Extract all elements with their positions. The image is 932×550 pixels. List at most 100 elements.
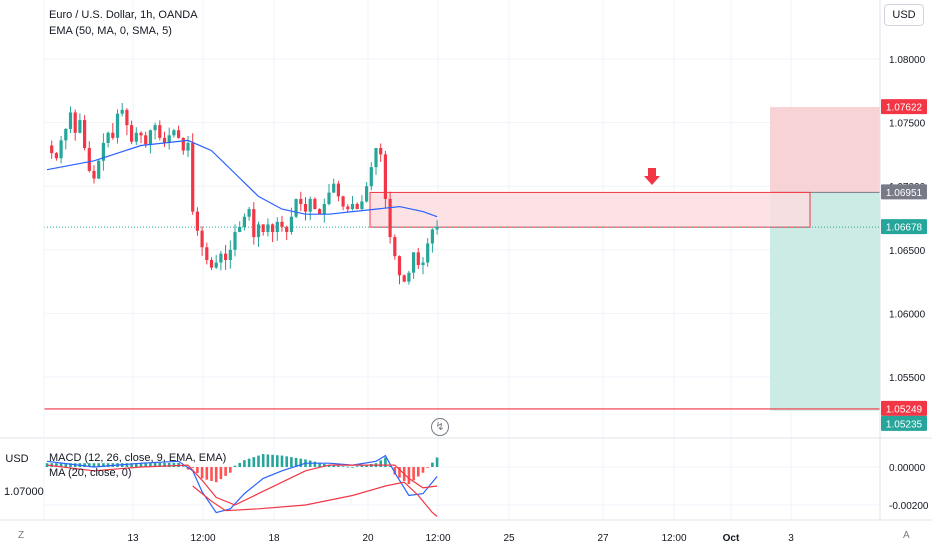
price-label-text: 1.06678 xyxy=(886,223,923,234)
macd-histogram-bar xyxy=(398,467,401,478)
candle-body xyxy=(271,224,275,232)
price-tick-label: 1.07500 xyxy=(889,119,926,130)
auto-scale-toggle[interactable]: A xyxy=(903,530,910,541)
time-tick-label: 25 xyxy=(503,533,515,544)
candle-body xyxy=(181,137,185,151)
signal-line xyxy=(46,464,438,506)
ma-legend[interactable]: MA (20, close, 0) xyxy=(49,467,132,479)
macd-histogram-bar xyxy=(247,458,251,467)
macd-histogram-bar xyxy=(294,457,298,467)
candle-body xyxy=(421,262,425,266)
macd-histogram-bar xyxy=(172,462,176,467)
macd-tick-label: -0.00200 xyxy=(889,501,929,512)
candle-body xyxy=(50,145,54,154)
macd-histogram-bar xyxy=(149,463,152,467)
price-label-text: 1.05249 xyxy=(886,404,923,415)
candle-body xyxy=(402,275,406,282)
candle-body xyxy=(120,109,124,114)
candles xyxy=(50,103,439,285)
candle-body xyxy=(430,229,434,244)
macd-histogram-bar xyxy=(158,463,162,467)
candle-body xyxy=(266,224,270,232)
macd-currency-label[interactable]: USD xyxy=(5,453,29,465)
candle-body xyxy=(92,170,96,179)
macd-histogram-bar xyxy=(417,467,420,477)
currency-button[interactable]: USD xyxy=(884,4,924,26)
candle-body xyxy=(435,226,439,230)
candle-body xyxy=(346,206,350,210)
candle-body xyxy=(374,148,378,168)
candle-body xyxy=(68,112,73,129)
candle-body xyxy=(106,132,110,143)
candle-body xyxy=(97,160,101,179)
macd-histogram-bar xyxy=(365,464,368,467)
macd-histogram-bar xyxy=(435,457,439,467)
candle-body xyxy=(412,252,416,273)
candle-body xyxy=(365,186,369,202)
macd-histogram-bar xyxy=(97,463,100,467)
candle-body xyxy=(280,221,284,227)
macd-histogram-bar xyxy=(290,457,293,467)
price-tick-label: 1.06500 xyxy=(889,246,926,257)
time-tick-label: 12:00 xyxy=(190,533,215,544)
macd-histogram-bar xyxy=(200,467,204,479)
macd-legend[interactable]: MACD (12, 26, close, 9, EMA, EMA) xyxy=(49,452,227,464)
candle-body xyxy=(379,148,383,155)
macd-histogram-bar xyxy=(407,467,411,485)
macd-histogram-bar xyxy=(214,467,218,483)
candle-body xyxy=(219,253,223,263)
time-tick-label: 12:00 xyxy=(661,533,686,544)
macd-histogram-bar xyxy=(261,454,265,467)
candle-body xyxy=(393,237,397,257)
price-label-text: 1.05235 xyxy=(886,419,923,430)
macd-histogram-bar xyxy=(299,458,303,467)
candle-body xyxy=(209,259,214,268)
macd-ma-line xyxy=(192,481,438,517)
time-tick-label: 3 xyxy=(788,533,794,544)
macd-histogram-bar xyxy=(266,454,270,467)
macd-histogram-bar xyxy=(355,466,359,468)
candle-body xyxy=(73,112,77,133)
candle-body xyxy=(162,137,167,143)
candle-body xyxy=(332,183,336,193)
candle-body xyxy=(191,142,195,212)
macd-histogram-bar xyxy=(412,467,415,481)
take-profit-zone xyxy=(770,192,880,411)
candle-body xyxy=(195,211,199,231)
candle-body xyxy=(383,154,387,199)
candle-body xyxy=(256,224,261,238)
macd-line xyxy=(46,454,438,514)
ema-indicator-legend[interactable]: EMA (50, MA, 0, SMA, 5) xyxy=(49,25,172,37)
ema-50-line xyxy=(46,139,438,218)
macd-histogram-bar xyxy=(276,455,279,467)
price-gridlines xyxy=(44,0,880,520)
price-label-text: 1.06951 xyxy=(886,188,923,199)
time-tick-label: 13 xyxy=(127,533,139,544)
supply-zone-box xyxy=(369,191,811,228)
candle-body xyxy=(139,132,143,136)
macd-histogram-bar xyxy=(210,467,213,481)
candle-body xyxy=(341,196,345,207)
candle-body xyxy=(360,201,364,210)
macd-histogram-bar xyxy=(271,454,274,467)
stop-loss-zone xyxy=(770,107,880,193)
macd-histogram-bar xyxy=(92,463,96,467)
macd-histogram-bar xyxy=(421,467,425,473)
candle-body xyxy=(350,204,355,210)
candle-body xyxy=(247,209,251,217)
macd-histogram-bar xyxy=(351,467,354,468)
time-tick-label: Oct xyxy=(723,533,740,544)
price-tick-label: 1.08000 xyxy=(889,55,926,66)
candle-body xyxy=(252,209,256,238)
candle-body xyxy=(318,209,322,215)
candle-body xyxy=(153,125,157,131)
price-label-badge xyxy=(881,219,927,235)
macd-histogram-bar xyxy=(252,457,256,467)
candle-body xyxy=(115,113,120,138)
macd-histogram-bar xyxy=(313,461,317,467)
candle-body xyxy=(407,272,411,282)
timezone-toggle[interactable]: Z xyxy=(18,530,25,541)
macd-histogram-bar xyxy=(106,463,110,467)
alarm-clock-icon[interactable]: ↯ xyxy=(431,418,449,436)
